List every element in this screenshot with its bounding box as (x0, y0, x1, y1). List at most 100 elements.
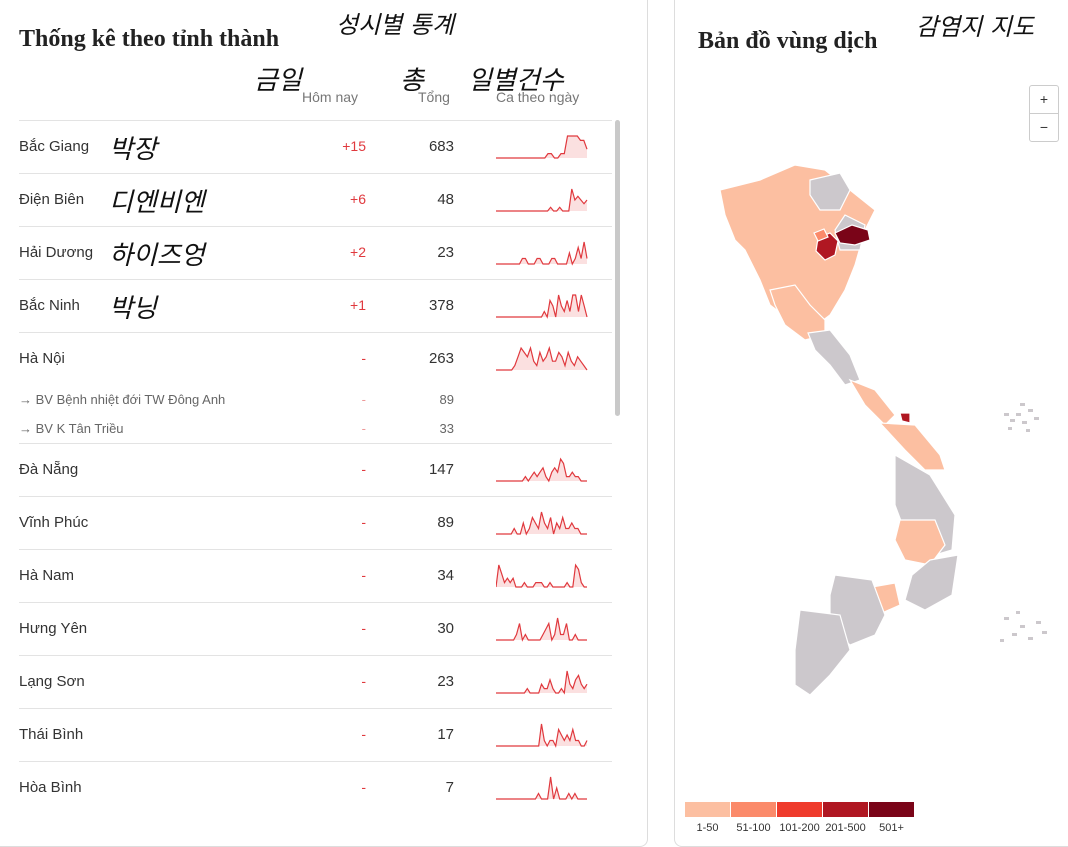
table-row[interactable]: Hưng Yên - 30 (19, 602, 612, 656)
map-title-ko: 감염지 지도 (916, 13, 1035, 41)
today-count: - (361, 350, 366, 366)
province-name-ko: 박장 (109, 135, 157, 165)
map-south-gray-1 (904, 554, 959, 611)
daily-cases-sparkline (496, 617, 587, 642)
table-row[interactable]: Hà Nam - 34 (19, 549, 612, 603)
province-name: Bắc Giang (19, 138, 90, 155)
sparkline-area (496, 242, 587, 264)
daily-cases-sparkline (496, 563, 587, 588)
today-count: - (361, 673, 366, 689)
today-count: - (361, 514, 366, 530)
sparkline-line (496, 723, 588, 748)
map-title: Bản đồ vùng dịch (698, 28, 878, 54)
today-count: - (361, 392, 366, 407)
today-count: +15 (342, 138, 366, 154)
table-scrollbar[interactable] (615, 120, 620, 416)
daily-cases-sparkline (496, 511, 587, 536)
province-name: Bắc Ninh (19, 297, 80, 314)
legend-label: 501+ (879, 822, 904, 834)
sparkline-line (496, 457, 587, 483)
sparkline-line (496, 294, 588, 319)
today-count: - (361, 779, 366, 795)
epidemic-map-panel (674, 0, 1068, 847)
total-count: 48 (437, 191, 454, 208)
table-row[interactable]: Vĩnh Phúc - 89 (19, 496, 612, 550)
daily-cases-sparkline (496, 188, 588, 212)
table-row[interactable]: Điện Biên +6 48 디엔비엔 (19, 173, 612, 227)
total-count: 23 (437, 673, 454, 690)
province-name-ko: 박닝 (109, 294, 157, 324)
sparkline-area (496, 136, 587, 158)
total-count: 30 (437, 620, 454, 637)
vietnam-map[interactable] (690, 155, 1068, 795)
zoom-in-button[interactable]: + (1029, 85, 1059, 114)
sparkline-line (496, 241, 588, 266)
today-count: +2 (350, 244, 366, 260)
legend-swatch (823, 802, 868, 817)
total-count: 17 (437, 726, 454, 743)
header-total[interactable]: Tổng (418, 89, 450, 105)
map-bac-giang (834, 224, 871, 246)
legend-swatch (685, 802, 730, 817)
header-today[interactable]: Hôm nay (302, 89, 359, 105)
province-name: Thái Bình (19, 726, 84, 743)
legend-label: 51-100 (736, 822, 771, 834)
daily-cases-sparkline (496, 776, 587, 801)
daily-cases-sparkline (496, 294, 588, 319)
total-count: 34 (437, 567, 454, 584)
map-north-gray-1 (809, 172, 851, 211)
legend-label: 201-500 (825, 822, 866, 834)
header-total-ko: 총 (400, 66, 424, 96)
total-count: 147 (428, 461, 454, 478)
map-da-nang (899, 412, 911, 424)
table-row[interactable]: Đà Nẵng - 147 (19, 443, 612, 497)
total-count: 89 (437, 514, 454, 531)
province-name: Vĩnh Phúc (19, 514, 89, 531)
total-count: 23 (437, 244, 454, 261)
sparkline-area (496, 295, 587, 317)
sparkline-line (496, 670, 588, 695)
daily-cases-sparkline (496, 345, 588, 371)
table-row[interactable]: Bắc Ninh +1 378 박닝 (19, 279, 612, 333)
sparkline-area (496, 512, 587, 534)
legend-swatch (731, 802, 776, 817)
province-name-ko: 디엔비엔 (109, 188, 205, 218)
sparkline-line (496, 617, 587, 642)
table-row[interactable]: Hà Nội - 263 (19, 332, 612, 386)
zoom-out-button[interactable]: − (1029, 113, 1059, 142)
province-name: Điện Biên (19, 191, 85, 208)
total-count: 33 (439, 421, 454, 436)
header-daily-ko: 일별건수 (468, 66, 564, 96)
legend-swatch (869, 802, 914, 817)
total-count: 263 (428, 350, 454, 367)
legend-label: 1-50 (696, 822, 719, 834)
table-subrow[interactable]: → BV Bệnh nhiệt đới TW Đông Anh - 89 (19, 385, 612, 414)
table-row[interactable]: Thái Bình - 17 (19, 708, 612, 762)
map-central-light-2 (878, 422, 946, 471)
table-subrow[interactable]: → BV K Tân Triều - 33 (19, 414, 612, 443)
table-row[interactable]: Hòa Bình - 7 (19, 761, 612, 815)
sparkline-line (496, 345, 588, 371)
table-row[interactable]: Bắc Giang +15 683 박장 (19, 120, 612, 174)
province-name: Đà Nẵng (19, 461, 79, 478)
today-count: +1 (350, 297, 366, 313)
sparkline-line (496, 188, 588, 212)
table-row[interactable]: Lạng Sơn - 23 (19, 655, 612, 709)
legend-swatch (777, 802, 822, 817)
today-count: - (361, 726, 366, 742)
daily-cases-sparkline (496, 670, 588, 695)
province-name-ko: 하이즈엉 (109, 241, 205, 271)
province-stats-title: Thống kê theo tỉnh thành (19, 26, 280, 52)
province-name: Lạng Sơn (19, 673, 85, 690)
daily-cases-sparkline (496, 457, 587, 483)
table-row[interactable]: Hải Dương +2 23 하이즈엉 (19, 226, 612, 280)
today-count: - (361, 567, 366, 583)
province-name: → BV Bệnh nhiệt đới TW Đông Anh (19, 392, 226, 407)
province-name: → BV K Tân Triều (19, 421, 124, 436)
province-stats-panel (0, 0, 648, 847)
today-count: - (361, 620, 366, 636)
sparkline-area (496, 671, 587, 693)
sparkline-area (496, 348, 587, 370)
map-islands (1000, 403, 1047, 642)
sparkline-area (496, 459, 587, 481)
